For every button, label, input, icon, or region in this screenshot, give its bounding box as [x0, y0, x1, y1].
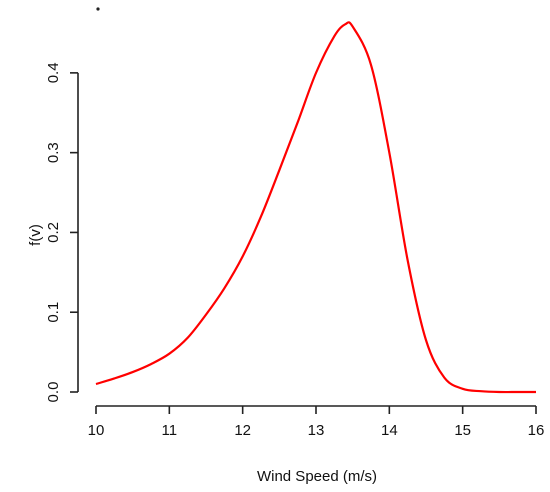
y-tick-label: 0.0 — [45, 382, 62, 403]
x-tick-label: 16 — [528, 422, 545, 439]
y-tick-label: 0.3 — [45, 142, 62, 163]
x-tick-label: 11 — [162, 422, 178, 439]
stray-dot-mark — [96, 7, 100, 11]
x-tick-label: 14 — [381, 422, 398, 439]
x-tick-label: 12 — [234, 422, 251, 439]
y-axis-label: f(v) — [27, 224, 44, 246]
series-line — [95, 21, 536, 394]
y-tick-label: 0.4 — [45, 62, 62, 83]
x-tick-label: 15 — [454, 422, 471, 439]
x-ticks: 10 11 12 13 14 15 16 — [88, 406, 545, 439]
axes — [77, 72, 536, 407]
y-ticks: 0.0 0.1 0.2 0.3 0.4 — [45, 62, 78, 402]
x-tick-label: 10 — [88, 422, 105, 439]
x-axis-label: Wind Speed (m/s) — [257, 468, 377, 485]
series-layer — [95, 21, 536, 394]
y-tick-label: 0.2 — [45, 222, 62, 243]
y-tick-label: 0.1 — [45, 302, 62, 323]
x-tick-label: 13 — [308, 422, 325, 439]
